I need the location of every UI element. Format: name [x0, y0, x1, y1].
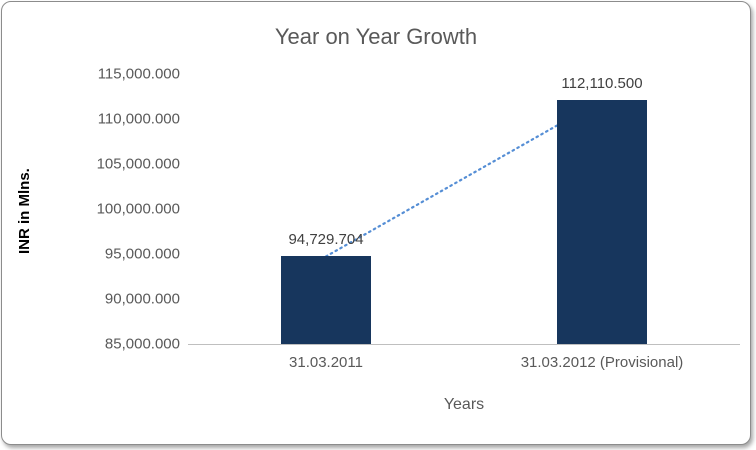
bar-data-label: 94,729.704: [288, 231, 364, 249]
bar-slot: 94,729.704: [188, 74, 464, 344]
x-axis-ticks: 31.03.2011 31.03.2012 (Provisional): [188, 354, 740, 371]
y-tick-label: 90,000.000: [104, 290, 180, 308]
bar-slot: 112,110.500: [464, 74, 740, 344]
y-tick-label: 95,000.000: [104, 245, 180, 263]
trendline: [324, 98, 604, 258]
x-axis-title: Years: [443, 396, 485, 413]
chart-title: Year on Year Growth: [274, 24, 478, 49]
chart-container: Year on Year Growth INR in Mlns. 85,000.…: [1, 1, 751, 445]
y-tick-label: 105,000.000: [96, 155, 180, 173]
bar-data-label: 112,110.500: [561, 75, 643, 93]
y-tick-label: 110,000.000: [97, 110, 180, 128]
trendline-segment: [324, 98, 604, 258]
y-tick-label: 100,000.000: [96, 200, 180, 218]
y-axis-ticks: 85,000.000 90,000.000 95,000.000 100,000.00…: [62, 66, 180, 353]
x-tick-label: 31.03.2011: [289, 354, 363, 371]
plot-area: 94,729.704 112,110.500: [188, 74, 740, 345]
bar: [557, 100, 647, 344]
x-tick-label: 31.03.2012 (Provisional): [520, 354, 684, 371]
y-axis-title: INR in Mlns.: [16, 168, 33, 254]
bar: [281, 256, 371, 344]
y-tick-label: 115,000.000: [97, 65, 180, 83]
y-tick-label: 85,000.000: [104, 335, 180, 353]
